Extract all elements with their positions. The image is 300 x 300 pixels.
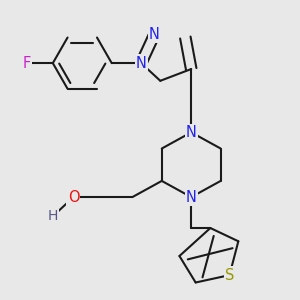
Text: H: H bbox=[48, 209, 58, 223]
Text: O: O bbox=[68, 190, 79, 205]
Text: N: N bbox=[186, 125, 197, 140]
Text: N: N bbox=[136, 56, 147, 70]
Text: N: N bbox=[149, 27, 160, 42]
Text: F: F bbox=[22, 56, 31, 70]
Text: N: N bbox=[186, 190, 197, 205]
Text: S: S bbox=[225, 268, 234, 283]
